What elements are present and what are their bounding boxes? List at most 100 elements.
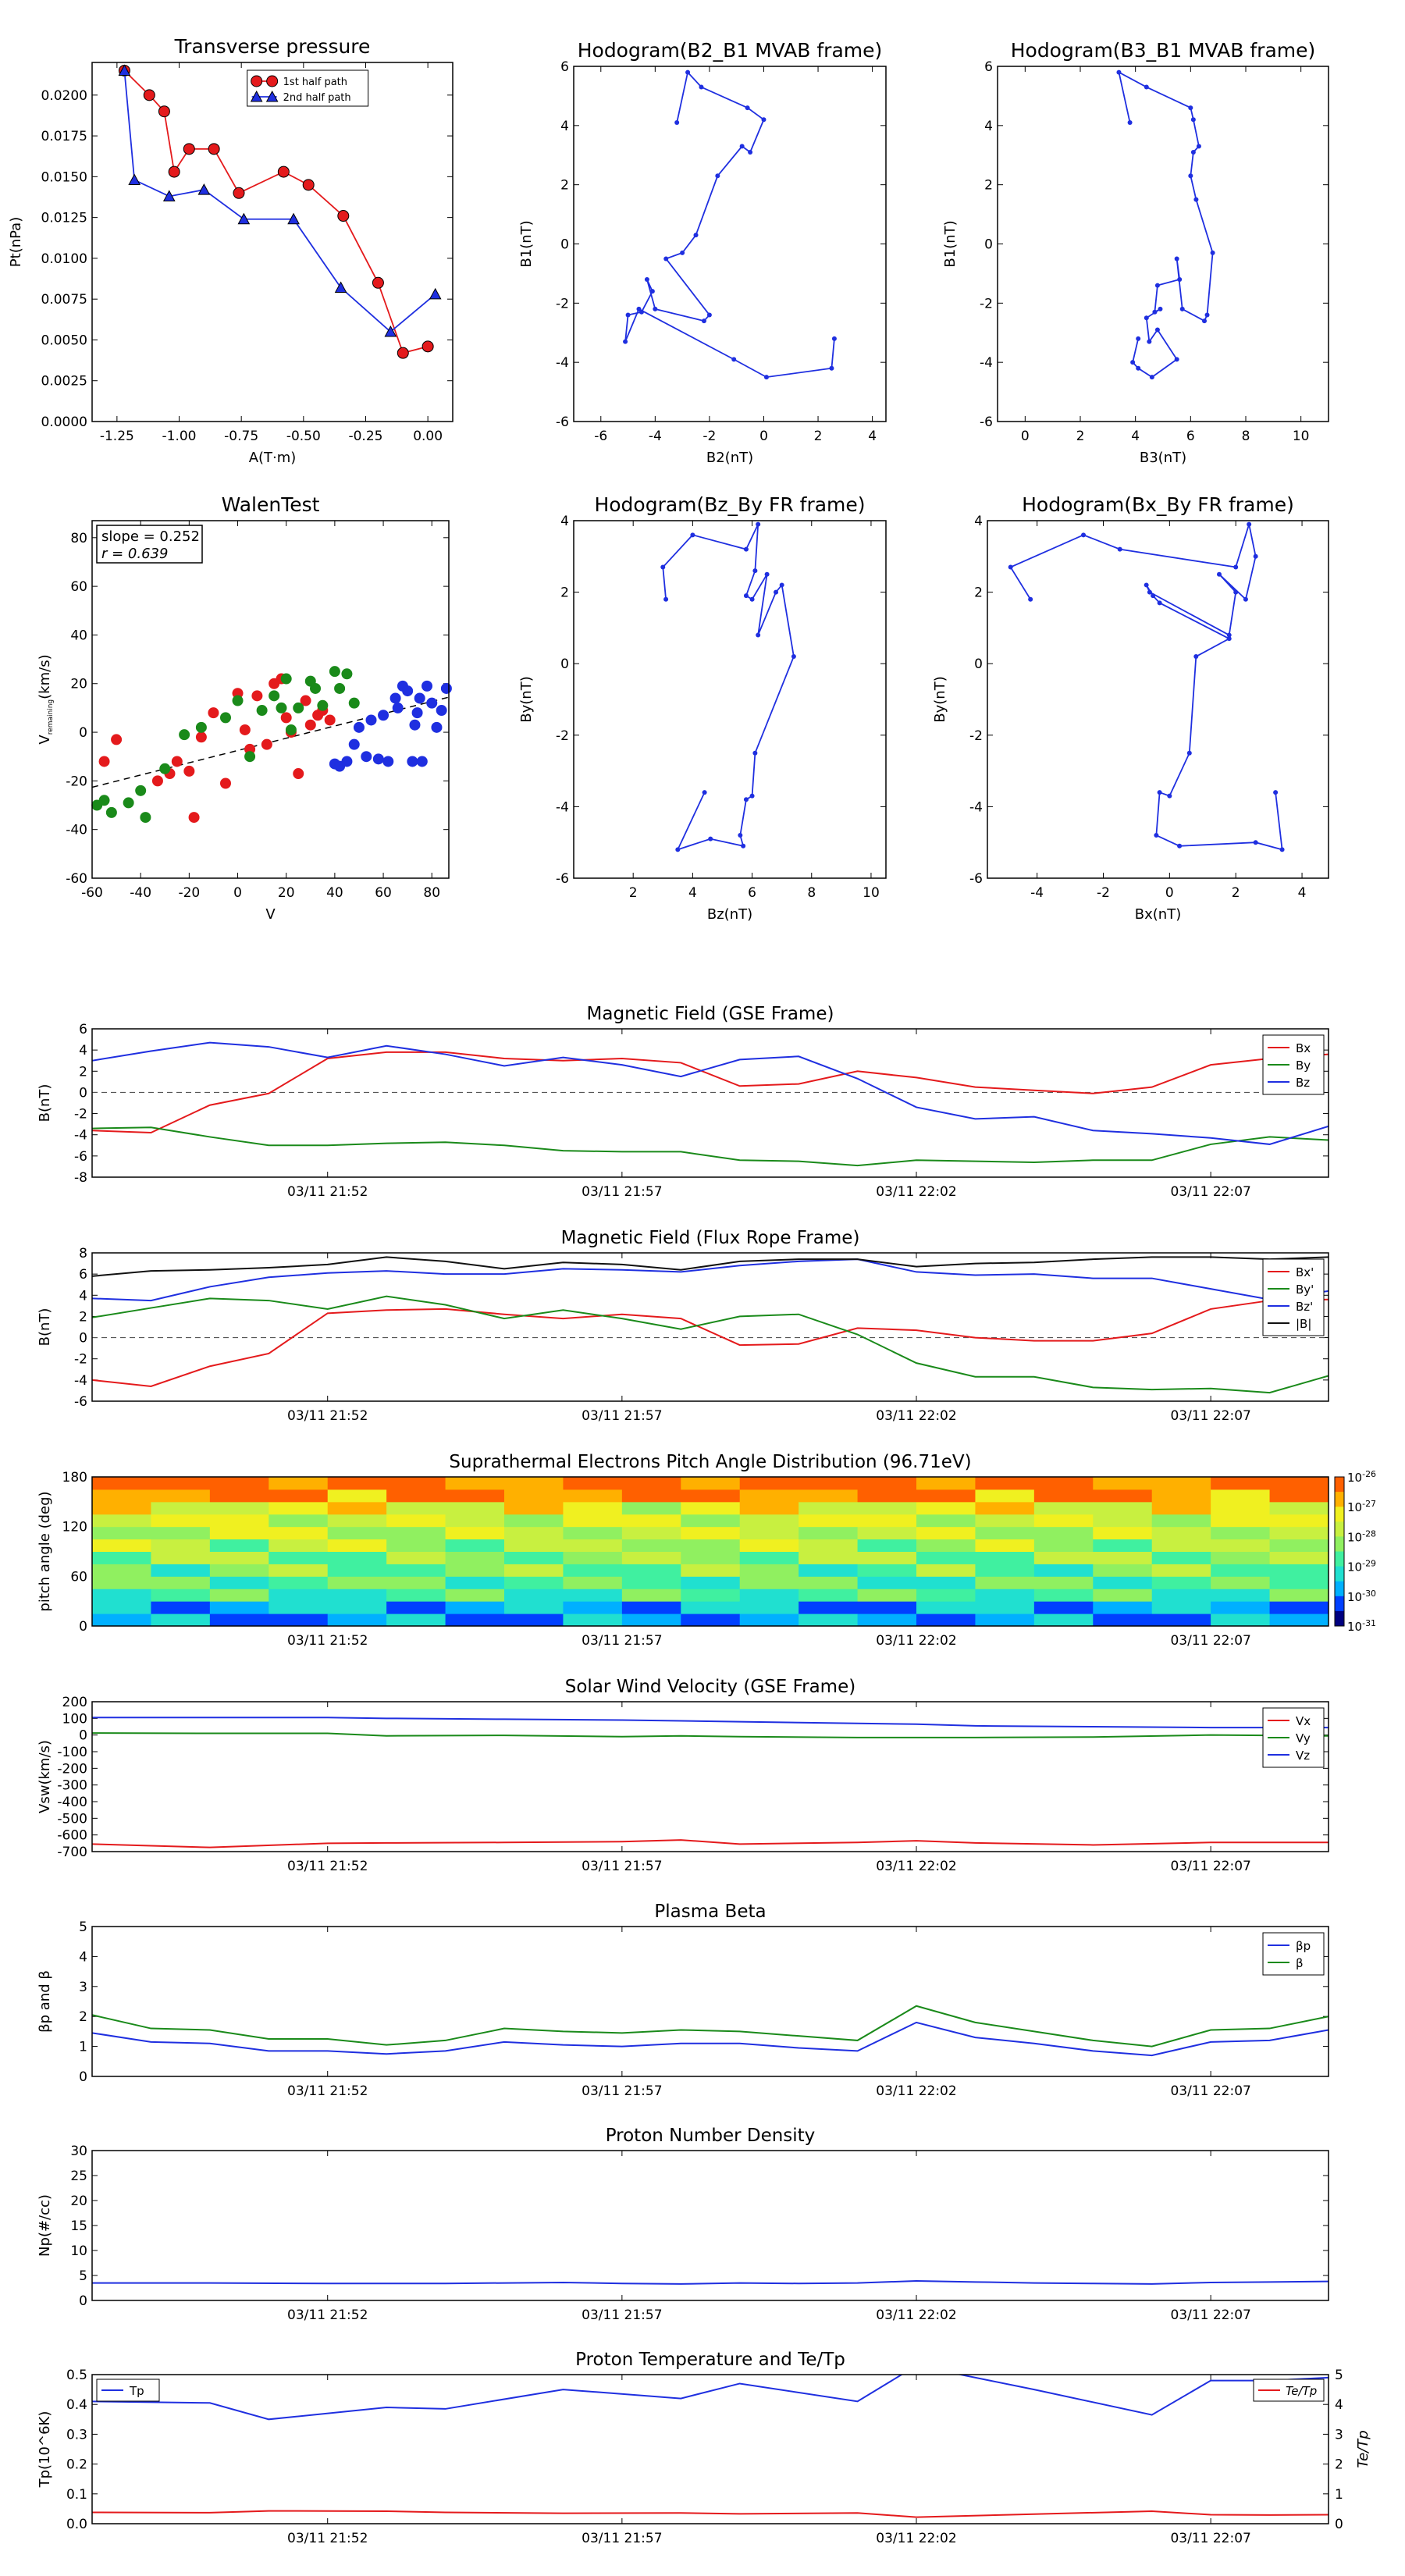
heatmap-cell	[563, 1514, 623, 1528]
data-point	[98, 795, 110, 806]
x-tick-label: 0	[1021, 429, 1030, 444]
heatmap-cell	[857, 1564, 917, 1577]
x-axis-label: A(T·m)	[249, 450, 297, 466]
panel-hodogram-b3-b1: Hodogram(B3_B1 MVAB frame) -6 -4 -2 0 2 4 6 0 2 4 6…	[942, 39, 1329, 466]
heatmap-cell	[799, 1539, 859, 1552]
heatmap-cell	[916, 1551, 976, 1564]
data-point	[756, 632, 761, 638]
data-point	[402, 685, 414, 697]
y-tick-label: 2	[79, 2009, 87, 2025]
series-line-hodogram	[1118, 70, 1214, 379]
data-point	[749, 596, 755, 602]
heatmap-cell	[857, 1551, 917, 1564]
y-tick-label: 4	[560, 119, 569, 134]
heatmap-cell	[1093, 1501, 1153, 1515]
heatmap-cell	[445, 1489, 505, 1503]
heatmap-cell	[916, 1601, 976, 1614]
legend-label: 1st half path	[283, 76, 347, 88]
heatmap-cell	[857, 1501, 917, 1515]
axes-frame	[91, 1926, 1329, 2077]
y-tick-label: 0.0025	[41, 374, 87, 390]
data-point	[140, 812, 151, 824]
heatmap-cell	[209, 1601, 269, 1614]
data-point	[195, 721, 207, 733]
heatmap-cell	[681, 1564, 741, 1577]
legend-marker	[266, 75, 279, 87]
data-point	[1202, 318, 1207, 324]
data-point	[1136, 365, 1141, 371]
heatmap-cell	[1211, 1539, 1271, 1552]
y-tick-label: 2	[79, 1309, 87, 1325]
heatmap-cell	[504, 1489, 564, 1503]
data-point	[414, 692, 425, 704]
data-point	[763, 375, 769, 380]
heatmap-cell	[975, 1576, 1035, 1589]
data-point	[1147, 589, 1152, 595]
y-tick-label: 2	[79, 1064, 87, 1080]
heatmap-cell	[799, 1564, 859, 1577]
data-point	[159, 763, 171, 774]
y-tick-label: -4	[556, 355, 569, 371]
x-tick-label: 03/11 21:57	[582, 1633, 662, 1649]
heatmap-cell	[151, 1477, 211, 1490]
data-point	[353, 721, 365, 733]
y-axis-label: B(nT)	[37, 1084, 53, 1123]
heatmap-cell	[1033, 1614, 1094, 1627]
heatmap-cell	[92, 1489, 151, 1503]
heatmap-cell	[386, 1489, 446, 1503]
y-tick-label: -2	[74, 1352, 87, 1368]
colorbar-segment	[1335, 1581, 1344, 1597]
panel-beta: Plasma Beta 5 4 3 2 1 0 03/11 21:52 03/11 21:57 0…	[37, 1902, 1329, 2099]
heatmap-cell	[563, 1601, 623, 1614]
heatmap-cell	[916, 1489, 976, 1503]
y-tick-label: 20	[70, 2194, 87, 2209]
heatmap-cell	[739, 1539, 799, 1552]
data-point	[731, 357, 737, 362]
axes-frame	[997, 66, 1329, 422]
heatmap-cell	[799, 1601, 859, 1614]
heatmap-cell	[327, 1477, 387, 1490]
data-point	[158, 105, 170, 118]
heatmap-cell	[857, 1514, 917, 1528]
heatmap-cell	[445, 1526, 505, 1540]
heatmap-cell	[151, 1551, 211, 1564]
y2-tick-label: 3	[1335, 2427, 1343, 2443]
data-point	[644, 277, 649, 282]
data-point	[409, 719, 421, 731]
y-tick-label: 0.0075	[41, 292, 87, 308]
heatmap-cell	[92, 1526, 151, 1540]
heatmap-cell	[681, 1489, 741, 1503]
series-line-By	[92, 1126, 1329, 1167]
panel-hodogram-b2-b1: Hodogram(B2_B1 MVAB frame) -6 -4 -2 0 2 4 6 -6 -4…	[518, 39, 887, 466]
heatmap-cell	[975, 1477, 1035, 1490]
y-tick-label: -600	[57, 1828, 87, 1844]
heatmap-cell	[1269, 1589, 1329, 1602]
y-tick-label: 0	[79, 1331, 87, 1347]
x-tick-label: 0	[1165, 885, 1174, 901]
data-point	[1144, 315, 1149, 321]
heatmap-cell	[504, 1514, 564, 1528]
x-tick-label: 03/11 21:52	[287, 1859, 368, 1874]
colorbar-frame	[1334, 1476, 1345, 1627]
heatmap-cell	[739, 1501, 799, 1515]
data-point	[708, 836, 713, 841]
legend-box	[1262, 1258, 1325, 1336]
data-point	[675, 847, 681, 852]
data-point	[1279, 847, 1285, 852]
series-line--	[92, 2005, 1329, 2048]
data-point	[411, 707, 423, 719]
heatmap-cell	[563, 1576, 623, 1589]
heatmap-cell	[857, 1526, 917, 1540]
heatmap-cell	[504, 1601, 564, 1614]
legend-label: Bx'	[1296, 1265, 1314, 1279]
heatmap-cell	[563, 1614, 623, 1627]
heatmap-cell	[1033, 1576, 1094, 1589]
heatmap-cell	[1269, 1551, 1329, 1564]
legend-label: Vy	[1296, 1731, 1311, 1745]
heatmap-cell	[1211, 1489, 1271, 1503]
heatmap-cell	[151, 1614, 211, 1627]
heatmap-cell	[681, 1526, 741, 1540]
heatmap-cell	[1151, 1539, 1211, 1552]
data-point	[702, 790, 707, 795]
x-tick-label: 03/11 21:52	[287, 1184, 368, 1200]
